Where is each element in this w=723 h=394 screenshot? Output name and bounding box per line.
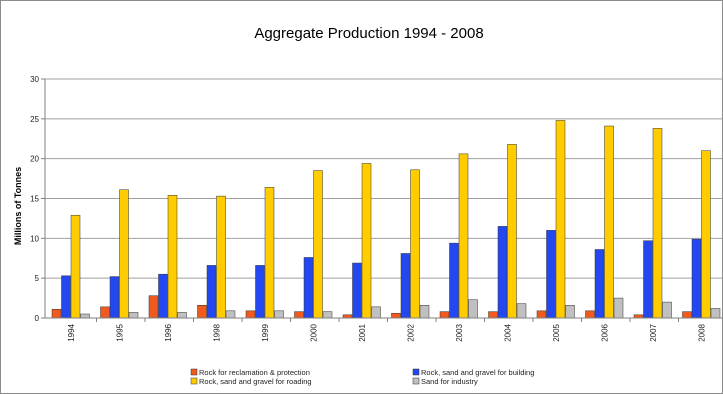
x-tick-label: 2002: [407, 323, 416, 341]
x-tick-label: 2006: [601, 323, 610, 341]
bar-1996-series-2: [158, 273, 168, 319]
y-tick-label: 5: [35, 274, 40, 283]
grid-lines: [45, 78, 722, 279]
bar-2007-series-4: [662, 301, 672, 319]
bar-2000-series-3: [313, 170, 323, 319]
bar-2001-series-4: [371, 306, 381, 319]
x-tick-label: 1994: [67, 323, 76, 341]
bar-2004-series-4: [516, 303, 527, 319]
bar-2007-series-2: [643, 240, 653, 319]
bar-1998-series-1: [197, 305, 207, 319]
bars: [51, 120, 721, 319]
bar-2007-series-3: [652, 128, 663, 319]
bar-2004-series-3: [507, 144, 517, 319]
x-tick-label: 2003: [455, 323, 464, 341]
y-tick-label: 25: [30, 115, 39, 124]
bar-2006-series-3: [604, 125, 614, 319]
bar-2008-series-2: [691, 238, 702, 319]
y-tick-label: 0: [35, 314, 40, 323]
x-tick-label: 1995: [116, 323, 125, 341]
legend-entry: Rock, sand and gravel for building: [421, 368, 534, 377]
x-tick-label: 2008: [698, 323, 707, 341]
bar-2003-series-4: [468, 299, 478, 319]
axes: [44, 79, 722, 319]
bar-2001-series-3: [361, 163, 372, 319]
bar-1996-series-3: [167, 195, 178, 319]
bar-1994-series-3: [70, 214, 81, 319]
bar-2002-series-2: [400, 253, 411, 319]
bar-1994-series-1: [51, 308, 62, 319]
legend-swatch: [190, 368, 198, 376]
x-axis-ticks: 1994 1995 1996 1998 1999 2000 2001 2002 2003 2004…: [67, 318, 707, 342]
legend-swatch: [412, 368, 420, 376]
bar-1994-series-4: [80, 313, 90, 319]
bar-1996-series-1: [148, 295, 159, 319]
y-tick-label: 30: [30, 75, 39, 84]
bar-1998-series-3: [216, 195, 226, 319]
chart-title: Aggregate Production 1994 - 2008: [254, 25, 483, 42]
bar-1995-series-2: [109, 276, 120, 319]
bar-2004-series-2: [497, 226, 508, 319]
bar-1999-series-2: [255, 265, 265, 319]
bar-1998-series-4: [225, 310, 236, 319]
bar-1996-series-4: [177, 312, 187, 319]
bar-1995-series-4: [128, 312, 139, 319]
x-tick-label: 1996: [164, 323, 173, 341]
bar-1999-series-3: [264, 187, 275, 319]
bar-2008-series-4: [710, 308, 721, 319]
bar-2008-series-3: [701, 150, 711, 319]
bar-2002-series-4: [419, 305, 430, 319]
bar-2003-series-1: [439, 311, 450, 319]
bar-2003-series-3: [458, 153, 469, 319]
y-axis-ticks: 0 5 10 15 20 25 30: [30, 75, 45, 323]
bar-2005-series-3: [555, 120, 566, 319]
x-tick-label: 2004: [504, 323, 513, 341]
bar-2000-series-2: [303, 257, 314, 319]
bar-1995-series-1: [100, 306, 110, 319]
y-tick-label: 10: [30, 234, 39, 243]
bar-2002-series-3: [410, 169, 420, 319]
bar-1995-series-3: [119, 189, 129, 319]
bar-1999-series-4: [274, 310, 284, 319]
bar-1994-series-2: [61, 275, 71, 319]
bar-2006-series-1: [585, 310, 595, 319]
bar-2001-series-2: [352, 262, 362, 319]
x-tick-label: 2001: [358, 323, 367, 341]
bar-2005-series-2: [546, 230, 556, 319]
legend-entry: Sand for industry: [421, 377, 478, 386]
bar-2000-series-4: [322, 311, 333, 319]
bar-2006-series-4: [613, 297, 624, 319]
legend: Rock for reclamation & protection Rock, s…: [190, 368, 534, 386]
y-tick-label: 20: [30, 155, 39, 164]
x-tick-label: 1998: [213, 323, 222, 341]
bar-2008-series-1: [682, 311, 692, 319]
legend-swatch: [190, 377, 198, 385]
bar-2005-series-4: [565, 305, 575, 319]
x-tick-label: 1999: [261, 323, 270, 341]
y-tick-label: 15: [30, 195, 39, 204]
x-tick-label: 2007: [649, 323, 658, 341]
bar-2002-series-1: [391, 312, 401, 319]
bar-2003-series-2: [449, 242, 459, 319]
y-axis-label: Millions of Tonnes: [13, 167, 23, 245]
bar-2004-series-1: [488, 311, 498, 319]
bar-2005-series-1: [536, 310, 547, 319]
legend-swatch: [412, 377, 420, 385]
bar-2000-series-1: [294, 311, 304, 319]
x-tick-label: 2005: [552, 323, 561, 341]
bar-1999-series-1: [245, 310, 256, 319]
bar-1998-series-2: [206, 265, 217, 319]
x-tick-label: 2000: [310, 323, 319, 341]
legend-entry: Rock, sand and gravel for roading: [199, 377, 312, 386]
legend-entry: Rock for reclamation & protection: [199, 368, 310, 377]
bar-2006-series-2: [594, 249, 605, 319]
